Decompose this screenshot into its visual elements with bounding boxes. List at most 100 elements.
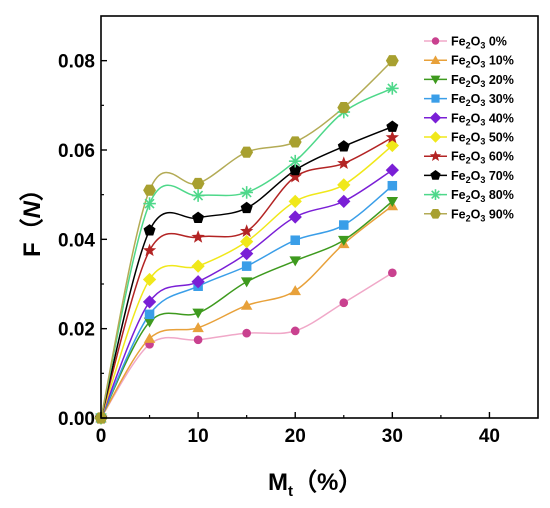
legend-label-sub: 2: [466, 175, 471, 185]
legend-label-sub2: 3: [480, 79, 485, 89]
legend-label-pct: 70%: [485, 169, 514, 183]
legend-label-name: Fe: [451, 150, 466, 164]
tick-labels: 0 10 20 30 40 0.00 0.02 0.04 0.06 0.08: [58, 52, 500, 447]
x-tick-label: 30: [382, 426, 403, 447]
legend-label-sub2: 3: [480, 213, 485, 223]
data-point-s9-p6: [385, 55, 399, 67]
legend-label: Fe2O3 20%: [451, 73, 514, 89]
data-point-s6-p6: [385, 130, 399, 144]
legend-label: Fe2O3 40%: [451, 111, 514, 127]
legend-label-pct: 50%: [485, 131, 514, 145]
data-point-s1-p1: [143, 332, 156, 343]
y-axis-label: F（N）: [19, 177, 46, 257]
data-point-s8-p2: [191, 189, 205, 202]
data-point-s2-p1: [143, 317, 156, 328]
legend-marker: [431, 37, 440, 45]
series-line-7: [100, 126, 393, 419]
legend-item: Fe2O3 30%: [424, 92, 514, 108]
legend-item: Fe2O3 10%: [424, 54, 514, 70]
legend-label-mid: O: [471, 35, 481, 49]
legend-marker-stroke: [431, 190, 440, 199]
data-point-s6-p3: [240, 224, 254, 237]
data-point-s8-p6-stroke: [387, 83, 398, 94]
series-markers: [94, 55, 399, 425]
x-axis-label: Mt（%）: [268, 469, 362, 500]
data-point-s5-p5: [337, 178, 351, 192]
y-tick-label: 0.00: [58, 409, 95, 430]
data-point-s4-p2: [191, 275, 205, 289]
legend-label-name: Fe: [451, 73, 466, 87]
legend-marker: [430, 170, 441, 180]
data-point-s3-p1: [144, 309, 155, 320]
axis-ticks: [100, 59, 491, 419]
legend-item: Fe2O3 80%: [424, 188, 514, 204]
legend-label-mid: O: [471, 111, 481, 125]
data-point-s2-p5: [338, 235, 350, 246]
legend-item: Fe2O3 0%: [424, 35, 507, 51]
data-point-s8-p6: [386, 82, 399, 95]
x-tick-label: 0: [96, 426, 107, 447]
data-point-s6-p1: [142, 243, 157, 257]
legend-label-name: Fe: [451, 169, 466, 183]
legend-label-name: Fe: [451, 207, 466, 221]
legend-label-name: Fe: [451, 92, 466, 106]
legend-marker: [429, 209, 442, 219]
data-point-s3-p6: [387, 180, 398, 191]
y-tick-label: 0.02: [58, 320, 95, 341]
x-axis-label-unit: （%）: [293, 469, 362, 496]
data-point-s3-p5: [339, 220, 349, 230]
data-point-s9-p4: [288, 136, 302, 148]
legend-label: Fe2O3 80%: [451, 188, 514, 204]
data-point-s6-p5: [337, 156, 351, 170]
data-point-s8-p1: [143, 197, 156, 210]
legend-label-mid: O: [471, 54, 481, 68]
data-point-s8-p3: [240, 186, 253, 199]
data-point-s5-p1: [142, 272, 157, 287]
legend-label-pct: 90%: [485, 207, 514, 221]
legend-label-mid: O: [471, 73, 481, 87]
data-point-s7-p5: [337, 140, 350, 152]
legend-label: Fe2O3 90%: [451, 207, 514, 223]
legend-marker: [430, 189, 441, 200]
legend-label-pct: 10%: [485, 54, 514, 68]
legend-label-mid: O: [471, 150, 481, 164]
x-axis-label-sub: t: [288, 483, 293, 500]
data-point-s2-p2: [192, 308, 204, 319]
legend-label-mid: O: [471, 169, 481, 183]
legend-label-sub: 2: [466, 60, 471, 70]
legend-label-sub2: 3: [480, 175, 485, 185]
legend: Fe2O3 0%Fe2O3 10%Fe2O3 20%Fe2O3 30%Fe2O3…: [424, 35, 514, 223]
data-point-s7-p2: [192, 211, 205, 223]
legend-item: Fe2O3 50%: [424, 131, 514, 147]
legend-item: Fe2O3 60%: [424, 150, 514, 166]
legend-label-name: Fe: [451, 188, 466, 202]
legend-marker: [429, 131, 442, 143]
legend-label-name: Fe: [451, 54, 466, 68]
data-point-s8-p3-stroke: [241, 187, 252, 198]
data-point-s3-p3: [241, 261, 252, 271]
legend-label-sub2: 3: [480, 137, 485, 147]
legend-marker: [430, 75, 441, 85]
legend-label-sub: 2: [466, 41, 471, 51]
legend-label: Fe2O3 10%: [451, 54, 514, 70]
legend-label-mid: O: [471, 207, 481, 221]
legend-marker: [430, 55, 441, 64]
data-point-s9-p5: [337, 101, 351, 114]
legend-marker: [431, 94, 440, 103]
x-tick-label: 40: [479, 426, 500, 447]
legend-label-mid: O: [471, 92, 481, 106]
legend-label-name: Fe: [451, 35, 466, 49]
data-point-s7-p1: [143, 224, 156, 236]
x-tick-label: 10: [188, 426, 209, 447]
data-point-s4-p5: [337, 194, 351, 209]
data-point-s2-p3: [240, 277, 253, 288]
legend-marker: [429, 150, 442, 162]
y-axis-label-close: ）: [19, 177, 46, 201]
data-point-s1-p2: [192, 322, 204, 333]
legend-label-sub: 2: [466, 156, 471, 166]
legend-label-sub: 2: [466, 194, 471, 204]
series-line-0: [100, 272, 393, 419]
data-point-s3-p4: [290, 235, 300, 245]
legend-label-sub2: 3: [480, 156, 485, 166]
legend-label: Fe2O3 60%: [451, 150, 514, 166]
